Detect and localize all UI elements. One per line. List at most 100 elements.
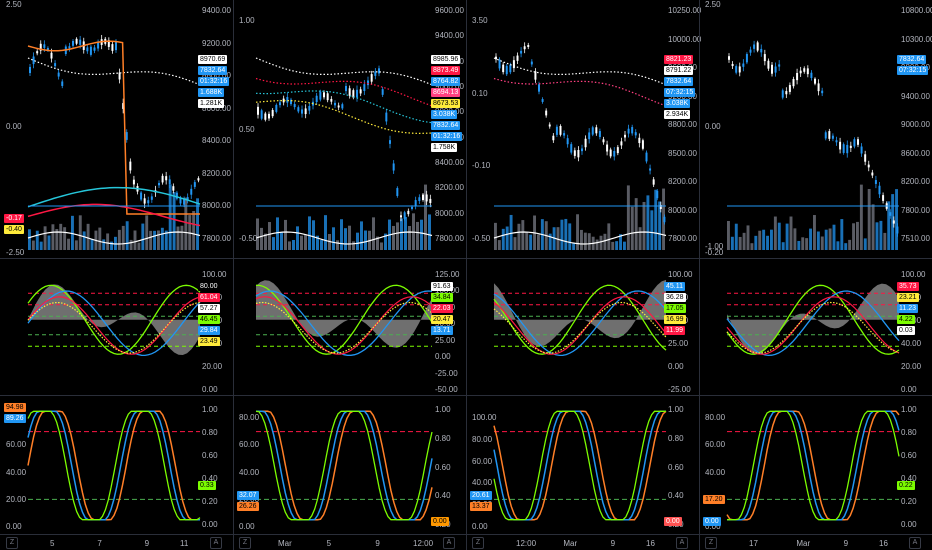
stochastic-chart[interactable] (466, 395, 699, 534)
volume-bar (587, 233, 591, 250)
stochastic-chart[interactable] (699, 395, 932, 534)
oscillator-badge: 4.22 (897, 315, 915, 324)
stochastic-chart[interactable] (0, 395, 233, 534)
volume-bar (583, 232, 587, 250)
chart-panel-p4[interactable]: 10800.0010300.009800.009400.009000.00860… (699, 0, 932, 550)
oscillator-chart[interactable] (699, 258, 932, 395)
candle-body (425, 194, 428, 202)
volume-bar (820, 236, 824, 250)
price-axis-label: 8200.00 (202, 168, 231, 178)
oscillator-axis-label: 100.00 (202, 270, 227, 279)
chart-panel-p3[interactable]: 10250.0010000.009600.009200.008800.00850… (466, 0, 702, 550)
volume-bar (284, 219, 287, 250)
price-chart[interactable] (466, 0, 699, 258)
stochastic-k-line (27, 410, 200, 521)
momentum-line-orange (27, 40, 200, 215)
price-chart[interactable] (699, 0, 932, 258)
candle-body (392, 163, 395, 171)
oscillator-badge: 34.84 (431, 293, 453, 302)
oscillator-axis-label: 20.00 (901, 362, 922, 371)
oscillator-line-yellow (726, 301, 900, 354)
oscillator-badge: 13.71 (431, 326, 453, 335)
candle-body (172, 186, 175, 191)
pane-divider (233, 258, 466, 259)
volume-bar (71, 215, 74, 250)
auto-scale-button[interactable]: A (676, 537, 688, 549)
volume-bar (145, 215, 149, 250)
candle-body (271, 110, 274, 117)
time-axis-tick: 12:00 (516, 539, 537, 548)
volume-bar (28, 229, 31, 250)
price-axis-label: 8200.00 (901, 177, 930, 186)
auto-scale-button[interactable]: A (210, 537, 222, 549)
time-axis-tick: 9 (610, 539, 616, 548)
price-pane[interactable]: 10250.0010000.009600.009200.008800.00850… (466, 0, 702, 258)
price-pane[interactable]: 9400.00 9200.00 8800.00 8600.00 8400.00 8200.… (0, 0, 233, 258)
stochastic-pane[interactable]: 1.000.800.600.400.20100.0080.0060.0040.0… (466, 395, 699, 534)
candle-body (179, 198, 182, 204)
price-axis-label: 9000.00 (901, 120, 930, 129)
stochastic-pane[interactable]: 1.000.800.600.400.2080.0060.0040.0020.00… (233, 395, 466, 534)
stochastic-axis-label: 0.40 (435, 491, 451, 501)
oscillator-pane[interactable]: 100.0080.0060.0040.0020.000.0080.0061.04… (0, 258, 233, 395)
volume-bar (650, 210, 654, 250)
oscillator-badge: 17.05 (664, 304, 686, 313)
price-axis-label: 9200.00 (202, 38, 231, 48)
candle-body (788, 85, 791, 92)
chart-panel-p2[interactable]: 9600.009400.009200.009000.008800.008600.… (233, 0, 466, 550)
candle-body (641, 140, 644, 149)
oscillator-pane[interactable]: 100.0075.0050.0025.000.00-25.0045.1136.2… (466, 258, 699, 395)
candle-body (581, 148, 583, 152)
stochastic-chart[interactable] (233, 395, 466, 534)
oscillator-line-yellow (255, 301, 433, 354)
volume-bar (727, 220, 730, 250)
oscillator-chart[interactable] (233, 258, 466, 395)
stochastic-axis-label: 0.80 (202, 428, 218, 437)
pane-divider (466, 395, 699, 396)
oscillator-badge: 22.03 (431, 304, 453, 313)
candle-body (559, 125, 562, 135)
candle-body (79, 39, 82, 45)
oscillator-line-green (493, 284, 667, 355)
price-badge: 3.038K (664, 99, 691, 108)
candle-body (874, 180, 877, 184)
price-pane[interactable]: 10800.0010300.009800.009400.009000.00860… (699, 0, 932, 258)
zoom-button[interactable]: Z (239, 537, 251, 549)
volume-bar (595, 239, 599, 250)
price-chart[interactable] (233, 0, 466, 258)
volume-bar (164, 230, 168, 250)
price-badge: 7832.64 (897, 55, 927, 64)
volume-bar (568, 223, 572, 250)
oscillator-pane[interactable]: 100.0080.0060.0040.0020.000.0035.7323.21… (699, 258, 932, 395)
candle-body (516, 55, 519, 61)
candle-body (118, 72, 121, 80)
volume-bar (646, 195, 650, 250)
candle-body (326, 93, 329, 101)
oscillator-badge: 61.04 (198, 293, 220, 302)
zoom-button[interactable]: Z (472, 537, 484, 549)
volume-ma-line (493, 231, 667, 245)
oscillator-pane[interactable]: 125.00100.0075.0050.0025.000.00-25.00-50… (233, 258, 466, 395)
zoom-button[interactable]: Z (6, 537, 18, 549)
candle-body (810, 72, 813, 78)
oscillator-chart[interactable] (0, 258, 233, 395)
stochastic-badge: 0.00 (431, 517, 449, 526)
price-pane[interactable]: 9600.009400.009200.009000.008800.008600.… (233, 0, 466, 258)
volume-bar (560, 219, 564, 250)
price-axis-label: 10000.00 (668, 34, 702, 44)
stochastic-pane[interactable]: 1.000.800.600.400.200.0080.0060.0040.002… (699, 395, 932, 534)
oscillator-chart[interactable] (466, 258, 699, 395)
volume-bar (879, 220, 883, 250)
price-chart[interactable] (0, 0, 233, 258)
candle-body (86, 47, 89, 52)
candle-body (111, 44, 114, 51)
auto-scale-button[interactable]: A (443, 537, 455, 549)
volume-bar (836, 241, 840, 250)
chart-panel-p1[interactable]: 9400.00 9200.00 8800.00 8600.00 8400.00 8200.… (0, 0, 233, 550)
stochastic-pane[interactable]: 1.000.800.600.400.200.0080.0060.0040.002… (0, 395, 233, 534)
auto-scale-button[interactable]: A (909, 537, 921, 549)
volume-bar (176, 226, 180, 250)
price-badge: 3.038K (431, 110, 458, 119)
zoom-button[interactable]: Z (705, 537, 717, 549)
stochastic-left-label: 40.00 (6, 467, 27, 477)
